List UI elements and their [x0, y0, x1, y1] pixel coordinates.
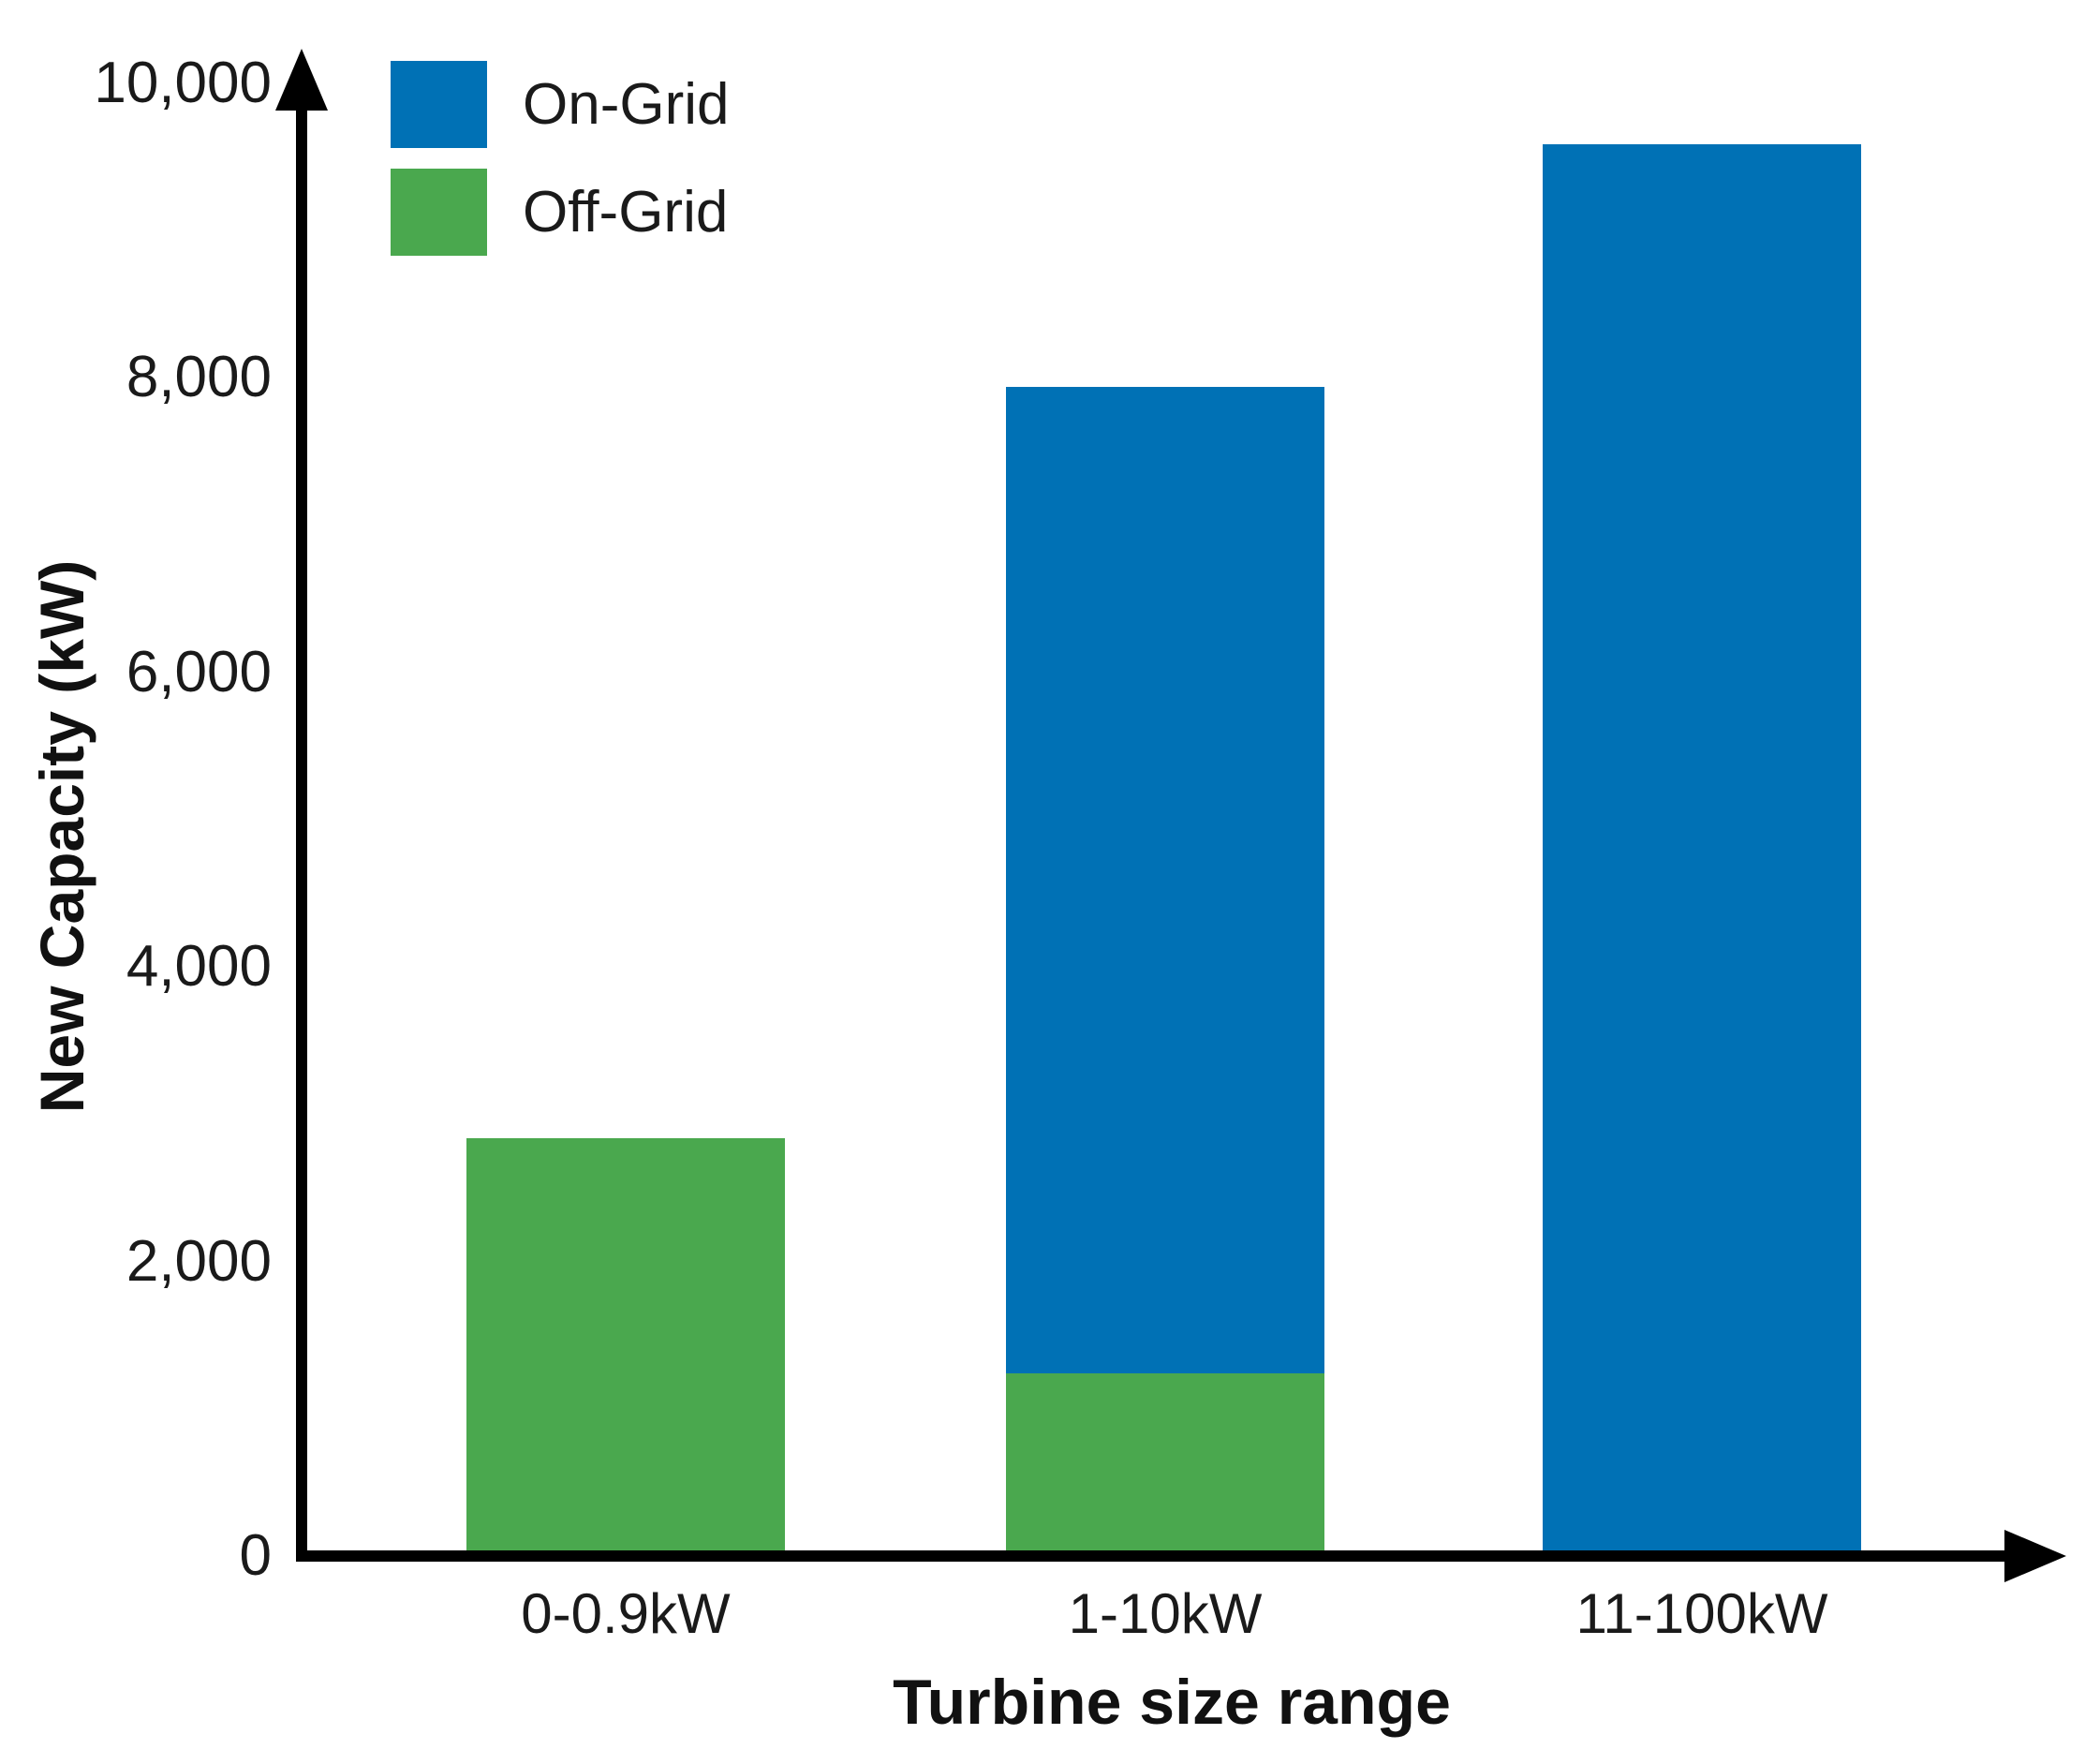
y-tick-label: 8,000	[126, 345, 272, 410]
y-tick-label: 0	[239, 1523, 272, 1588]
legend-label-off-grid: Off-Grid	[523, 180, 729, 245]
y-axis-title: New Capacity (kW)	[27, 559, 96, 1114]
bar-segment-on-grid-11-100kW	[1543, 144, 1861, 1550]
bar-segment-on-grid-1-10kW	[1006, 387, 1324, 1373]
legend-label-on-grid: On-Grid	[523, 72, 730, 137]
x-tick-label: 11-100kW	[1575, 1582, 1828, 1645]
legend-entry-off-grid: Off-Grid	[391, 169, 729, 256]
y-tick-label: 6,000	[126, 639, 272, 704]
x-axis-title: Turbine size range	[893, 1667, 1451, 1738]
legend-entry-on-grid: On-Grid	[391, 61, 729, 148]
x-tick-label: 0-0.9kW	[521, 1582, 731, 1645]
y-tick-label: 10,000	[94, 51, 272, 115]
x-axis-arrow-icon	[2004, 1530, 2066, 1582]
y-axis-line	[296, 97, 307, 1562]
bar-segment-off-grid-1-10kW	[1006, 1373, 1324, 1550]
y-tick-label: 4,000	[126, 934, 272, 1000]
legend: On-Grid Off-Grid	[391, 61, 729, 276]
x-axis-line	[296, 1550, 2010, 1562]
y-axis-arrow-icon	[275, 49, 328, 111]
y-tick-label: 2,000	[126, 1228, 272, 1294]
on-grid-swatch-icon	[391, 61, 487, 148]
off-grid-swatch-icon	[391, 169, 487, 256]
bar-segment-off-grid-0-0.9kW	[466, 1138, 785, 1550]
x-tick-label: 1-10kW	[1068, 1582, 1263, 1645]
